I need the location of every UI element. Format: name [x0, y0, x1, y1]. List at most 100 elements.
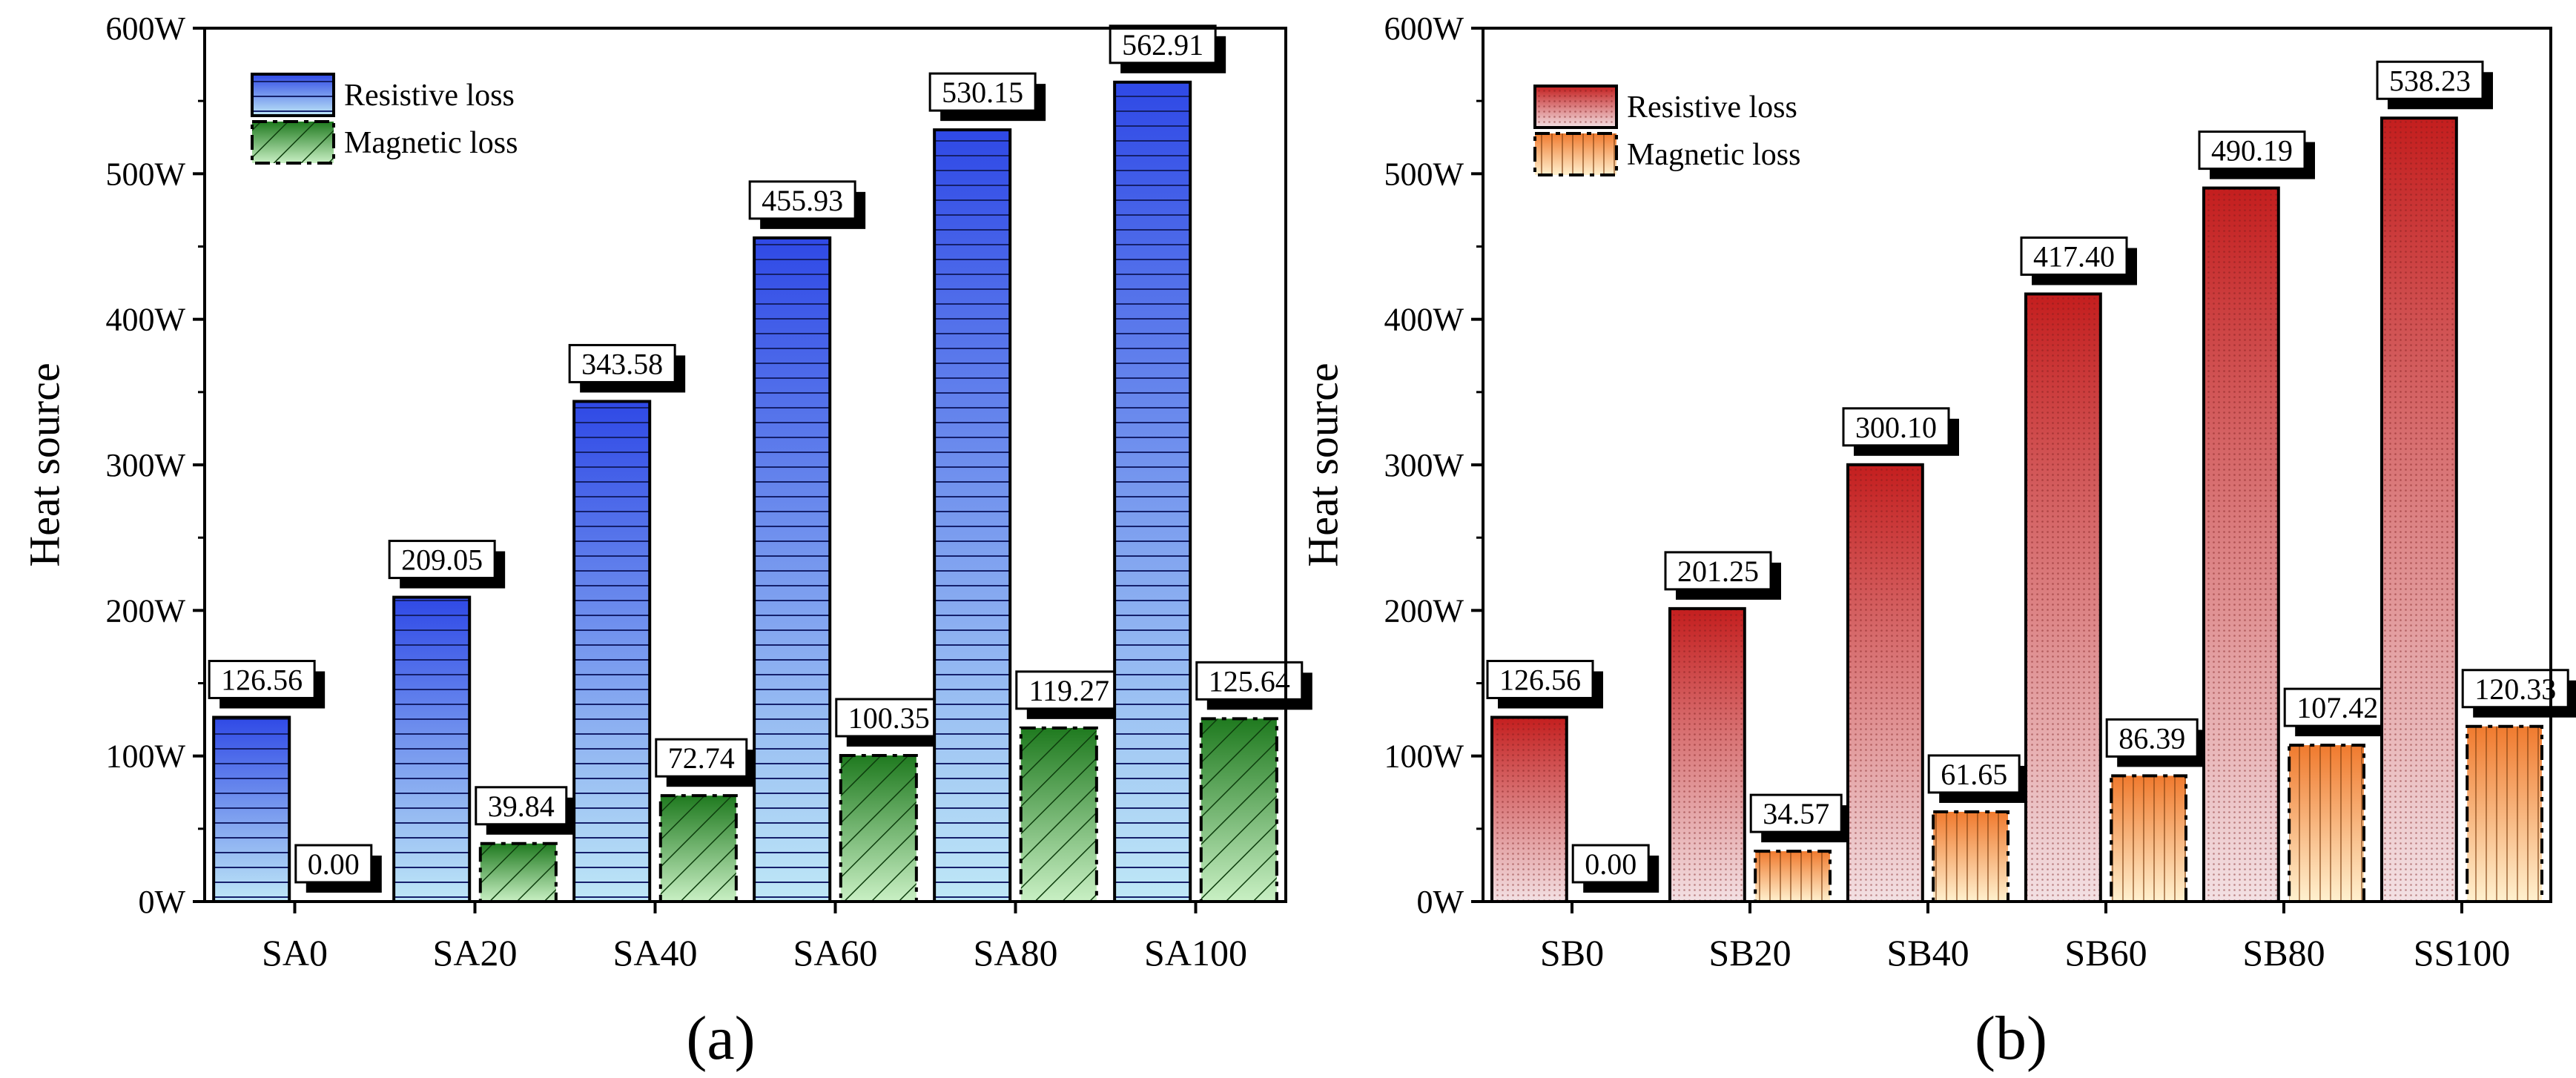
y-tick-label: 600W [105, 10, 185, 47]
bar [2466, 724, 2543, 903]
x-tick-label: SB20 [1708, 932, 1791, 973]
x-tick-label: SB0 [1540, 932, 1604, 973]
bar [212, 715, 291, 903]
bar [478, 841, 558, 903]
legend-label: Resistive loss [1627, 90, 1797, 125]
x-tick-label: SA20 [433, 932, 518, 973]
data-label: 125.64 [1195, 661, 1312, 710]
panel-label: (a) [686, 1004, 755, 1073]
y-tick-label: 400W [105, 302, 185, 338]
data-label-text: 417.40 [2033, 240, 2115, 274]
x-tick-label: SB40 [1886, 932, 1969, 973]
y-axis: 0W 100W 200W 300W 400W 500W 600W SB0 SB20 SB40 SB6… [1384, 10, 2510, 973]
data-label-text: 538.23 [2389, 64, 2471, 97]
legend-swatch [251, 120, 335, 165]
data-label-text: 455.93 [762, 184, 843, 217]
data-label: 107.42 [2283, 687, 2401, 737]
legend-label: Resistive loss [344, 79, 515, 113]
legend-item: Magnetic loss [251, 120, 518, 165]
bar [392, 595, 472, 904]
legend-item: Magnetic loss [1533, 132, 1800, 176]
bar [1932, 810, 2009, 903]
x-tick-label: SB60 [2064, 932, 2147, 973]
bar [2288, 744, 2365, 904]
legend-swatch [251, 73, 335, 117]
data-label-text: 300.10 [1855, 411, 1937, 444]
data-label-text: 209.05 [401, 543, 483, 577]
data-label-text: 61.65 [1941, 758, 2007, 791]
y-tick-label: 200W [105, 592, 185, 629]
x-tick-label: SA0 [262, 932, 328, 973]
data-label-text: 34.57 [1763, 797, 1829, 830]
x-tick-label: SA80 [974, 932, 1058, 973]
x-tick-label: SS100 [2414, 932, 2511, 973]
data-label-text: 125.64 [1209, 664, 1290, 698]
data-label-text: 530.15 [942, 76, 1023, 109]
legend-swatch [1533, 85, 1618, 129]
data-label-text: 0.00 [308, 847, 360, 881]
legend-swatch [1533, 132, 1618, 176]
legend: Resistive loss Magnetic loss [251, 73, 518, 165]
bar [658, 794, 738, 903]
bar [2110, 774, 2187, 903]
data-label-text: 39.84 [488, 790, 555, 823]
data-label: 34.57 [1749, 793, 1852, 843]
y-axis-label: Heat source [1298, 363, 1347, 566]
bar [1490, 715, 1568, 903]
data-label: 126.56 [208, 660, 326, 709]
data-label: 39.84 [475, 786, 577, 835]
x-tick-label: SA40 [613, 932, 698, 973]
data-label: 0.00 [1571, 844, 1659, 893]
y-tick-label: 300W [1384, 447, 1464, 483]
legend-label: Magnetic loss [344, 126, 518, 160]
data-label-text: 562.91 [1122, 28, 1203, 62]
data-label: 120.33 [2461, 669, 2576, 718]
y-tick-label: 100W [1384, 738, 1464, 775]
data-label: 530.15 [928, 72, 1046, 122]
y-tick-label: 200W [1384, 592, 1464, 629]
data-label-text: 107.42 [2296, 691, 2378, 724]
data-label-text: 86.39 [2118, 721, 2185, 755]
chart-panel-a: 126.56 0.00 209.05 39.84 343.58 72.74 455.93 10… [20, 10, 1312, 1073]
data-label: 417.40 [2020, 237, 2137, 285]
x-tick-label: SB80 [2242, 932, 2325, 973]
bar [839, 753, 918, 903]
data-label: 126.56 [1486, 660, 1603, 709]
y-tick-label: 500W [105, 156, 185, 192]
data-label: 0.00 [294, 844, 382, 893]
bar [1846, 463, 1924, 903]
data-label: 61.65 [1927, 754, 2030, 803]
bar [933, 128, 1012, 904]
bar [2202, 186, 2280, 903]
data-label: 343.58 [568, 343, 686, 393]
bar [1019, 726, 1098, 904]
y-axis-label: Heat source [20, 363, 68, 566]
data-label-text: 100.35 [848, 701, 930, 735]
panel-label: (b) [1975, 1004, 2047, 1073]
y-tick-label: 0W [1416, 884, 1464, 920]
data-label-text: 120.33 [2474, 672, 2556, 706]
data-label: 201.25 [1664, 551, 1781, 600]
data-label: 100.35 [835, 698, 952, 747]
data-label: 455.93 [748, 180, 866, 229]
chart-panel-b: 126.56 0.00 201.25 34.57 300.10 61.65 417.40 86… [1298, 10, 2576, 1073]
bar [1113, 80, 1192, 903]
y-tick-label: 500W [1384, 156, 1464, 192]
plot-area: 126.56 0.00 201.25 34.57 300.10 61.65 417.40 86… [1486, 60, 2576, 904]
data-label: 86.39 [2105, 718, 2208, 767]
legend-item: Resistive loss [251, 73, 515, 117]
bar [2024, 292, 2102, 904]
y-tick-label: 300W [105, 447, 185, 483]
data-label: 209.05 [388, 540, 506, 589]
bar [1199, 717, 1278, 903]
legend: Resistive loss Magnetic loss [1533, 85, 1800, 176]
data-label: 72.74 [655, 738, 757, 787]
legend-label: Magnetic loss [1627, 138, 1800, 172]
legend-item: Resistive loss [1533, 85, 1797, 129]
data-label: 538.23 [2376, 60, 2493, 110]
y-axis: 0W 100W 200W 300W 400W 500W 600W SA0 SA20 SA40 SA6… [105, 10, 1246, 973]
data-label-text: 201.25 [1677, 555, 1759, 588]
x-tick-label: SA60 [793, 932, 878, 973]
plot-area: 126.56 0.00 209.05 39.84 343.58 72.74 455.93 10… [208, 24, 1312, 904]
